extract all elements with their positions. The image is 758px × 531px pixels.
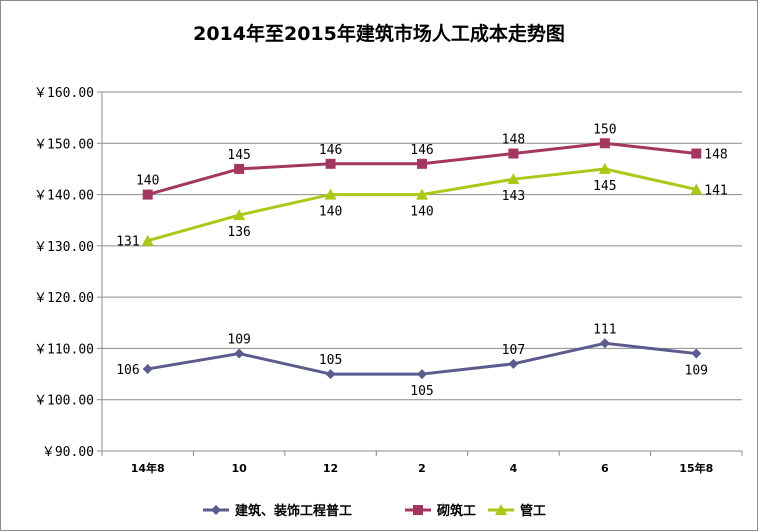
x-tick-label: 12 — [323, 462, 338, 475]
data-point — [142, 189, 153, 200]
data-point — [413, 505, 423, 515]
data-point — [690, 183, 703, 195]
x-tick-label: 6 — [601, 462, 609, 475]
data-point — [141, 234, 154, 246]
data-point — [599, 138, 610, 149]
chart-title: 2014年至2015年建筑市场人工成本走势图 — [193, 22, 565, 45]
data-point — [507, 173, 520, 185]
data-point — [417, 369, 427, 380]
y-tick-label: ￥90.00 — [42, 445, 94, 460]
data-point — [599, 338, 610, 349]
y-tick-label: ￥100.00 — [34, 394, 94, 409]
data-label: 136 — [227, 225, 250, 240]
legend-label: 管工 — [520, 503, 546, 519]
data-point — [508, 358, 519, 369]
x-tick-label: 10 — [231, 462, 247, 475]
data-point — [233, 209, 246, 221]
x-axis: 14年8 10 12 2 4 6 15年8 — [101, 92, 743, 475]
legend: 建筑、装饰工程普工 砌筑工 管工 — [203, 503, 546, 519]
data-label: 105 — [319, 353, 342, 368]
data-label: 109 — [685, 364, 708, 379]
data-point — [417, 158, 427, 169]
data-label: 148 — [704, 148, 727, 163]
data-label: 141 — [704, 183, 727, 198]
data-label: 140 — [410, 205, 433, 220]
y-tick-label: ￥110.00 — [34, 342, 94, 357]
y-tick-label: ￥130.00 — [34, 240, 94, 255]
data-label: 109 — [227, 333, 250, 348]
data-label: 148 — [502, 133, 525, 148]
y-tick-label: ￥150.00 — [34, 137, 94, 152]
data-label: 140 — [319, 205, 342, 220]
data-point — [691, 348, 702, 359]
legend-label: 建筑、装饰工程普工 — [235, 503, 352, 519]
data-point — [234, 163, 245, 174]
x-tick-label: 15年8 — [679, 461, 713, 475]
data-point — [211, 505, 221, 515]
data-label: 131 — [116, 235, 139, 250]
data-point — [598, 162, 611, 174]
data-label: 150 — [593, 122, 616, 137]
data-point — [142, 363, 153, 374]
series-group — [141, 138, 703, 380]
y-tick-label: ￥160.00 — [34, 86, 94, 101]
data-point — [324, 188, 337, 200]
data-label: 145 — [593, 179, 616, 194]
y-tick-label: ￥140.00 — [34, 189, 94, 204]
data-point — [691, 148, 702, 159]
data-point — [495, 504, 507, 515]
x-tick-label: 14年8 — [131, 461, 165, 475]
data-label: 111 — [593, 322, 616, 337]
data-point — [416, 188, 428, 200]
x-tick-label: 2 — [418, 462, 426, 475]
data-point — [325, 369, 336, 380]
data-point — [325, 158, 336, 169]
data-label: 105 — [410, 384, 433, 399]
data-point — [234, 348, 245, 359]
legend-label: 砌筑工 — [436, 503, 476, 519]
data-label: 146 — [410, 143, 433, 158]
data-label: 146 — [319, 143, 342, 158]
y-axis-ticks: ￥90.00 ￥100.00 ￥110.00 ￥120.00 ￥130.00 ￥140.0… — [34, 86, 94, 460]
data-labels: 106 109 105 105 107 111 109 140 145 146 146 148 150 1… — [116, 122, 728, 399]
data-label: 143 — [502, 189, 525, 204]
x-tick-label: 4 — [510, 462, 518, 475]
data-label: 140 — [136, 174, 159, 189]
data-label: 106 — [116, 363, 139, 378]
data-label: 145 — [227, 148, 250, 163]
y-tick-label: ￥120.00 — [34, 291, 94, 306]
data-label: 107 — [502, 343, 525, 358]
data-point — [508, 148, 519, 159]
